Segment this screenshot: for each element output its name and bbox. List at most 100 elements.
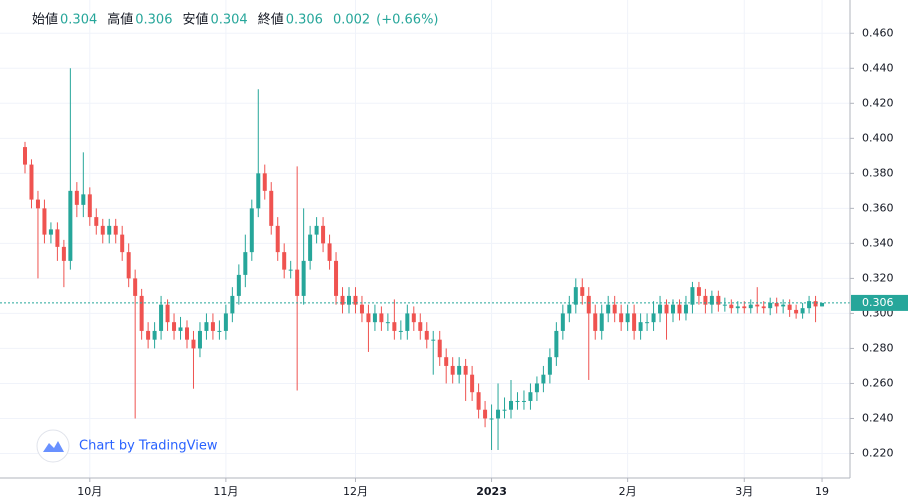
candle-body xyxy=(716,295,721,305)
x-tick-label: 3月 xyxy=(735,485,753,498)
watermark-logo xyxy=(43,441,64,452)
candle-body xyxy=(606,304,611,314)
candle-body xyxy=(593,313,598,331)
candle-body xyxy=(722,304,727,306)
candle-body xyxy=(761,306,766,309)
candle-body xyxy=(74,190,79,205)
candle-body xyxy=(794,309,799,314)
candle-body xyxy=(347,295,351,305)
candle-body xyxy=(133,278,138,296)
legend-value: 0.306 xyxy=(135,13,172,28)
last-price-label: 0.306 xyxy=(862,296,894,309)
candle-body xyxy=(807,301,812,309)
candle-body xyxy=(735,306,740,309)
candle-body xyxy=(256,173,261,209)
candle-body xyxy=(612,304,617,314)
candle-body xyxy=(210,322,215,331)
candle-body xyxy=(372,313,377,323)
candle-body xyxy=(774,302,779,307)
x-tick-label: 12月 xyxy=(343,485,368,498)
candle-body xyxy=(424,330,429,340)
candle-body xyxy=(308,234,313,261)
candle-body xyxy=(534,383,539,393)
candle-body xyxy=(729,304,734,309)
candle-body xyxy=(165,304,170,323)
candle-body xyxy=(385,322,390,324)
candle-body xyxy=(573,287,578,305)
candle-body xyxy=(411,313,416,323)
candle-body xyxy=(68,190,73,261)
candle-body xyxy=(483,409,488,419)
candle-body xyxy=(398,330,403,332)
candle-body xyxy=(632,313,637,331)
candle-body xyxy=(35,199,40,209)
candle-body xyxy=(755,304,760,307)
candle-body xyxy=(560,313,565,331)
candle-body xyxy=(541,374,546,384)
candle-body xyxy=(81,194,86,205)
candle-body xyxy=(554,330,559,358)
candle-body xyxy=(431,339,436,341)
candle-body xyxy=(340,295,345,305)
legend-value: 0.304 xyxy=(60,13,97,28)
candle-body xyxy=(463,365,468,375)
candle-body xyxy=(379,313,384,323)
candle-body xyxy=(100,225,105,235)
axes: 0.2200.2400.2600.2800.3000.3200.3400.360… xyxy=(77,26,908,498)
candle-body xyxy=(185,327,189,340)
candle-body xyxy=(353,295,358,305)
candle-body xyxy=(671,304,675,314)
candle-body xyxy=(269,190,274,226)
legend-label: 高値 xyxy=(107,12,133,28)
y-tick-label: 0.280 xyxy=(862,341,894,354)
legend-value: 0.304 xyxy=(210,13,247,28)
candle-body xyxy=(295,269,300,296)
candle-body xyxy=(262,173,267,191)
candle-body xyxy=(690,287,695,305)
candle-body xyxy=(444,357,449,366)
y-tick-label: 0.380 xyxy=(862,166,894,179)
candle-body xyxy=(334,260,339,296)
y-tick-label: 0.440 xyxy=(862,61,894,74)
candle-body xyxy=(197,330,202,349)
candle-body xyxy=(567,304,572,314)
candle-body xyxy=(172,322,177,331)
candle-body xyxy=(243,252,248,275)
candle-body xyxy=(61,246,66,261)
grid xyxy=(0,0,850,478)
y-tick-label: 0.400 xyxy=(862,131,894,144)
candle-body xyxy=(813,301,818,307)
candle-body xyxy=(366,313,371,323)
y-tick-label: 0.260 xyxy=(862,376,894,389)
candle-body xyxy=(159,304,164,331)
candle-body xyxy=(515,400,520,402)
candle-body xyxy=(437,339,442,358)
legend-value: 0.306 xyxy=(286,13,323,28)
candle-body xyxy=(820,302,825,307)
candle-body xyxy=(787,304,792,310)
candle-body xyxy=(87,194,92,218)
candle-body xyxy=(502,409,507,411)
candle-body xyxy=(94,217,99,226)
candle-body xyxy=(521,400,526,402)
candle-body xyxy=(599,313,604,331)
candles xyxy=(0,68,850,450)
candle-body xyxy=(457,365,462,375)
candle-body xyxy=(107,225,112,235)
candle-body xyxy=(301,260,306,296)
candle-body xyxy=(359,304,364,314)
candle-body xyxy=(547,357,552,375)
change-value: 0.002 xyxy=(333,13,370,28)
candle-body xyxy=(496,409,501,419)
candle-body xyxy=(528,392,533,401)
x-tick-label: 2月 xyxy=(619,485,637,498)
candle-body xyxy=(223,313,228,331)
candle-body xyxy=(120,234,125,253)
y-tick-label: 0.420 xyxy=(862,96,894,109)
candle-body xyxy=(327,243,332,261)
candle-body xyxy=(489,418,494,420)
candle-body xyxy=(152,330,157,340)
candle-body xyxy=(139,295,144,331)
